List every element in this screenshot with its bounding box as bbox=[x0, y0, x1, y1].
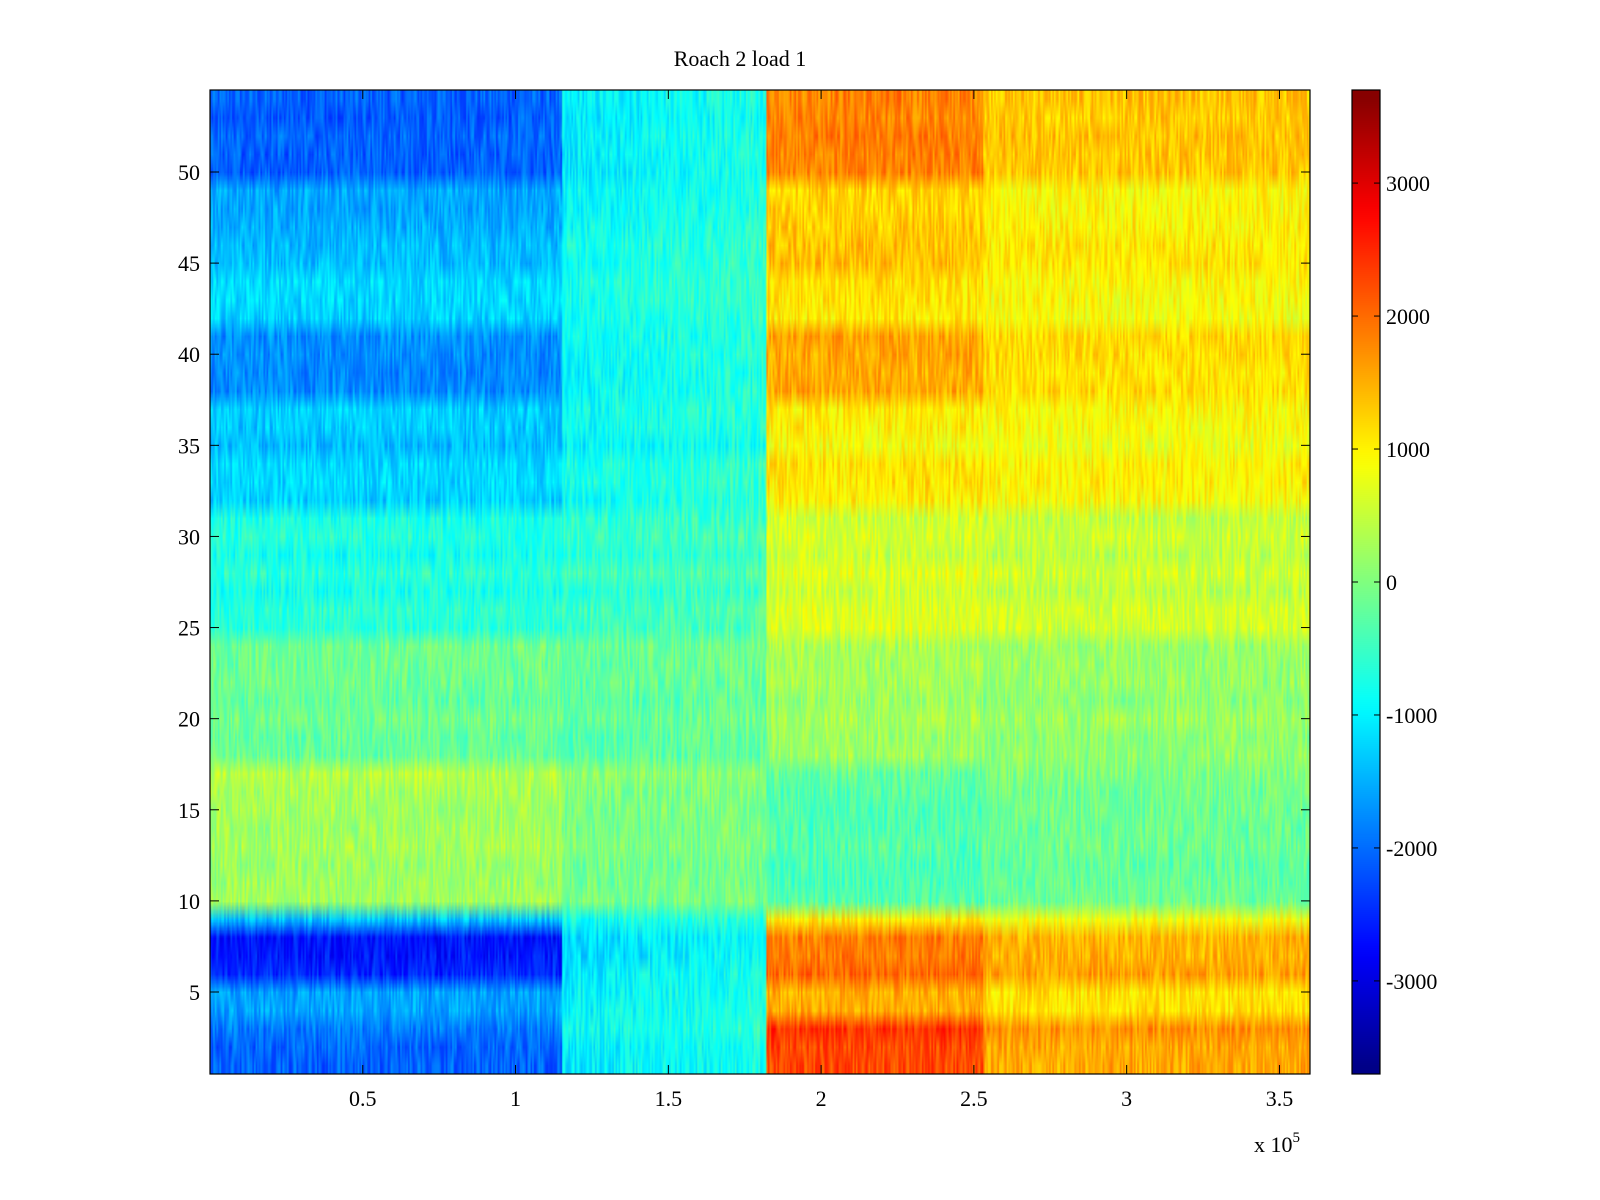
colorbar-tick-label: 1000 bbox=[1386, 437, 1430, 462]
x-tick-label: 1 bbox=[510, 1086, 521, 1111]
x-multiplier-base: x 10 bbox=[1254, 1132, 1293, 1157]
heatmap-cells bbox=[210, 90, 1310, 1074]
colorbar-tick-label: -3000 bbox=[1386, 969, 1437, 994]
y-tick-label: 40 bbox=[178, 342, 200, 367]
y-tick-label: 20 bbox=[178, 707, 200, 732]
y-tick-label: 45 bbox=[178, 251, 200, 276]
colorbar-tick-label: 3000 bbox=[1386, 171, 1430, 196]
x-tick-label: 1.5 bbox=[655, 1086, 683, 1111]
x-tick-label: 3 bbox=[1121, 1086, 1132, 1111]
y-tick-label: 25 bbox=[178, 616, 200, 641]
colorbar-tick-label: 2000 bbox=[1386, 304, 1430, 329]
colorbar-tick-label: -1000 bbox=[1386, 703, 1437, 728]
y-axis: 5 10 15 20 25 30 35 40 45 50 bbox=[178, 160, 1310, 1005]
colorbar-tick-label: -2000 bbox=[1386, 836, 1437, 861]
y-tick-label: 50 bbox=[178, 160, 200, 185]
y-tick-label: 15 bbox=[178, 798, 200, 823]
x-axis: 0.5 1 1.5 2 2.5 3 3.5 bbox=[349, 90, 1293, 1111]
y-tick-label: 5 bbox=[189, 980, 200, 1005]
y-tick-label: 30 bbox=[178, 524, 200, 549]
x-tick-label: 2.5 bbox=[960, 1086, 988, 1111]
x-tick-label: 2 bbox=[816, 1086, 827, 1111]
x-axis-multiplier: x 105 bbox=[1254, 1130, 1300, 1157]
colorbar-tick-label: 0 bbox=[1386, 570, 1397, 595]
x-multiplier-exponent: 5 bbox=[1293, 1130, 1301, 1146]
x-tick-label: 3.5 bbox=[1266, 1086, 1294, 1111]
y-tick-label: 35 bbox=[178, 433, 200, 458]
plot-frame bbox=[209, 89, 1311, 1075]
colorbar-axis: -3000 -2000 -1000 0 1000 2000 3000 bbox=[1352, 171, 1437, 994]
chart-title: Roach 2 load 1 bbox=[674, 46, 807, 71]
x-tick-label: 0.5 bbox=[349, 1086, 377, 1111]
y-tick-label: 10 bbox=[178, 889, 200, 914]
